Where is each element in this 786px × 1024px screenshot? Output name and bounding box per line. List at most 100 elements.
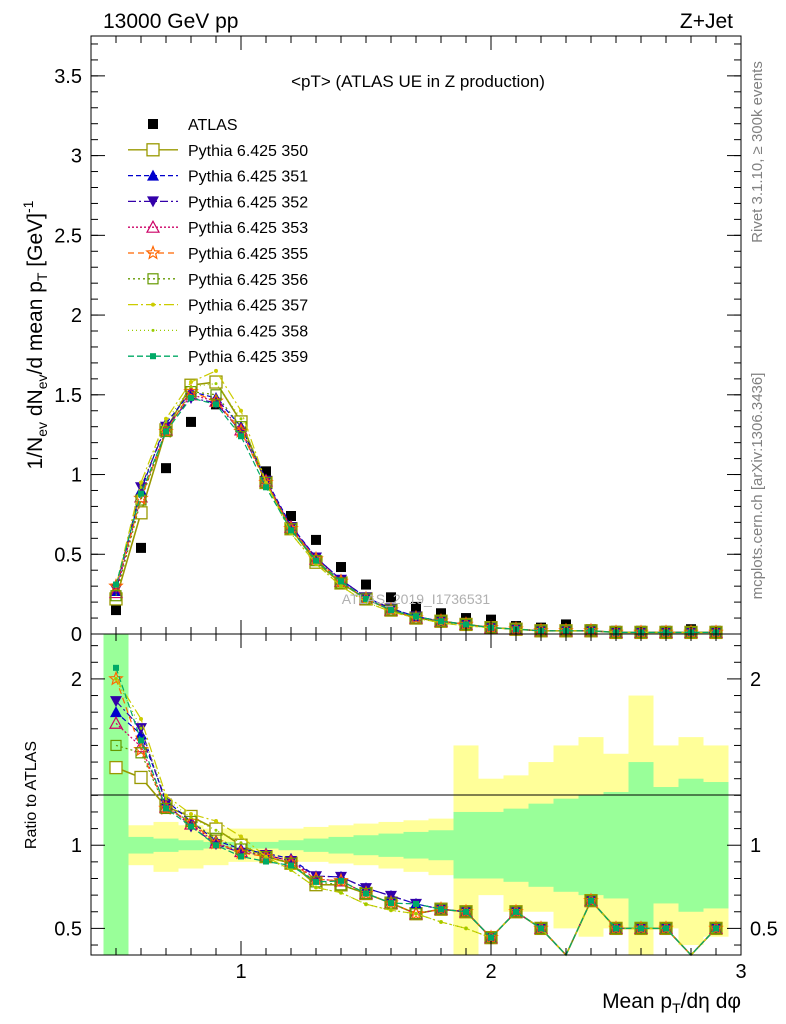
uncertainty-band [303, 838, 329, 852]
ratio-point [110, 696, 122, 708]
data-point [313, 557, 319, 564]
ratio-point [214, 818, 218, 823]
data-point [263, 484, 269, 491]
ratio-point [164, 797, 168, 801]
uncertainty-band [428, 830, 454, 861]
ratio-point [134, 770, 148, 785]
ratio-point [513, 908, 519, 915]
data-point [339, 584, 343, 588]
ratio-point [109, 760, 123, 775]
legend-label: Pythia 6.425 353 [188, 220, 308, 237]
ratio-y-tick-label: 2 [71, 669, 82, 691]
ratio-point [213, 842, 219, 849]
ratio-point [339, 891, 343, 895]
ratio-point [139, 716, 143, 721]
legend-label: Pythia 6.425 352 [188, 194, 308, 211]
data-point [188, 394, 194, 401]
ratio-y-tick-label-right: 0.5 [750, 918, 778, 940]
ratio-point [438, 906, 444, 913]
ratio-point [385, 897, 397, 909]
ratio-panel: 0.5 0.5 1 1 2 2 1 2 3 Ratio to ATLAS Mean pT/dη … [23, 633, 778, 1016]
data-point [239, 417, 243, 421]
legend-label: ATLAS [188, 117, 238, 134]
ratio-point [613, 925, 619, 932]
uncertainty-band [503, 808, 529, 882]
ratio-point [238, 853, 244, 860]
ratio-point [410, 908, 422, 920]
data-point [108, 585, 124, 599]
ratio-point [535, 922, 547, 934]
ratio-point [110, 706, 122, 718]
ratio-point [710, 922, 722, 934]
ratio-point [414, 912, 418, 916]
x-tick-label: 2 [485, 961, 496, 983]
data-point [160, 421, 172, 433]
uncertainty-band [403, 831, 429, 859]
main-y-axis-label: 1/Nev dNev/d mean pT [GeV]-1 [20, 200, 50, 469]
legend-label: Pythia 6.425 359 [188, 349, 308, 366]
uncertainty-band [178, 840, 204, 851]
ratio-point [113, 664, 119, 671]
uncertainty-band [653, 787, 679, 904]
data-point [463, 621, 469, 628]
data-point [139, 480, 143, 485]
uncertainty-band [153, 838, 179, 852]
y-tick-label: 0 [71, 624, 82, 646]
ratio-point [538, 925, 544, 932]
data-point [338, 578, 344, 585]
legend-marker [147, 196, 159, 208]
header-right: Z+Jet [680, 10, 733, 33]
legend-marker [150, 353, 156, 360]
data-point [239, 408, 243, 413]
data-point [138, 490, 144, 497]
x-tick-label: 1 [235, 961, 246, 983]
uncertainty-band [553, 798, 579, 892]
data-point [136, 542, 146, 553]
ratio-point [488, 934, 494, 941]
ratio-point [139, 726, 143, 730]
data-point [214, 382, 218, 386]
ratio-point [388, 900, 394, 907]
ratio-point [188, 823, 194, 830]
ratio-point [313, 878, 319, 885]
data-point [189, 380, 193, 385]
legend-marker [148, 119, 158, 129]
data-point [113, 581, 119, 588]
ratio-point [439, 920, 443, 924]
uncertainty-band [328, 836, 354, 854]
ratio-series-359 [113, 664, 719, 957]
ratio-point [214, 828, 218, 832]
ratio-point [114, 677, 118, 681]
data-point [386, 592, 396, 603]
ratio-point [110, 739, 122, 752]
ratio-point [585, 895, 597, 907]
uncertainty-band [578, 795, 604, 896]
data-point [410, 612, 422, 624]
ratio-point [663, 925, 669, 932]
ratio-y-tick-label: 1 [71, 835, 82, 857]
data-point [161, 463, 171, 474]
ratio-y-tick-label: 0.5 [54, 918, 82, 940]
ratio-point [160, 802, 172, 815]
uncertainty-band [478, 811, 504, 879]
ratio-y-tick-label-right: 1 [750, 835, 761, 857]
legend-marker [151, 328, 155, 332]
data-point [160, 425, 172, 438]
data-point [111, 605, 121, 616]
ratio-point [189, 816, 193, 820]
legend-marker [147, 273, 159, 285]
ratio-point [138, 737, 144, 744]
ratio-point [510, 906, 522, 918]
uncertainty-band [628, 762, 654, 929]
ratio-point [335, 871, 347, 883]
ratio-point [108, 716, 124, 729]
data-point [361, 579, 371, 590]
data-point [411, 601, 421, 612]
legend-label: Pythia 6.425 358 [188, 323, 308, 340]
legend: ATLAS Pythia 6.425 350 Pythia 6.425 351 Pyt… [128, 117, 308, 366]
legend-label: Pythia 6.425 357 [188, 298, 308, 315]
ratio-point [588, 897, 594, 904]
x-tick-label: 3 [735, 961, 746, 983]
uncertainty-band [678, 778, 704, 912]
